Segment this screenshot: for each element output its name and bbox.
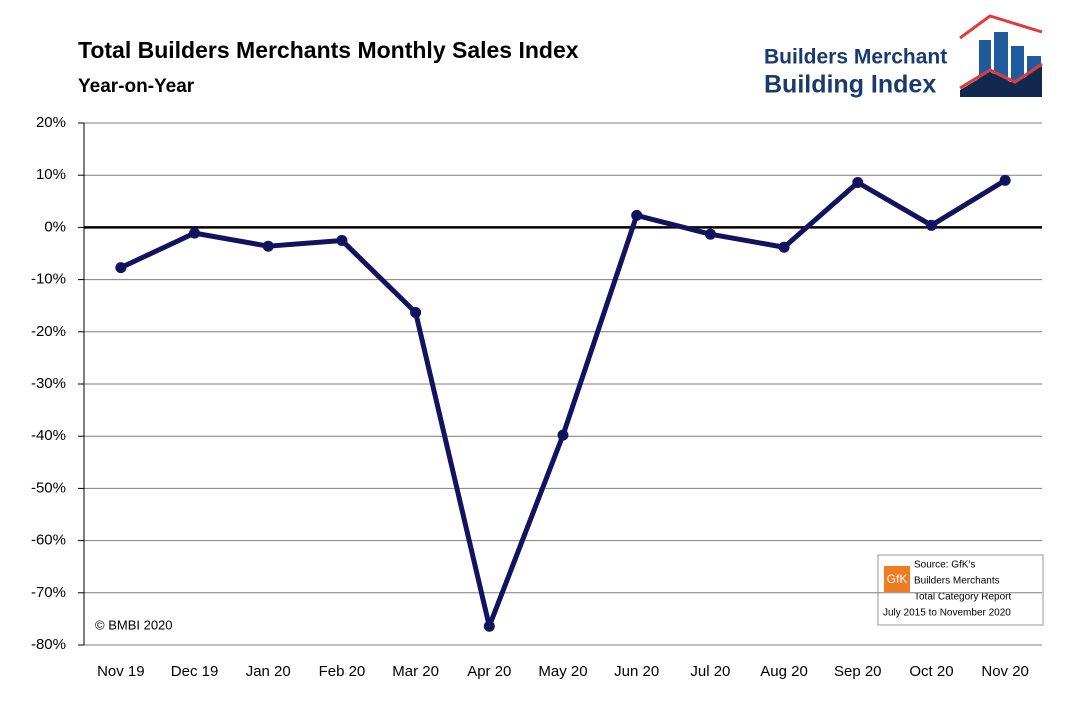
gfk-text: GfK: [887, 572, 908, 586]
source-text: Total Category Report: [914, 592, 1011, 603]
marker: [262, 240, 274, 252]
y-tick-label: -40%: [31, 427, 66, 444]
x-tick-label: Sep 20: [834, 663, 882, 680]
x-tick-label: Dec 19: [171, 663, 219, 680]
logo-text: Building Index: [764, 71, 936, 99]
x-tick-label: Jul 20: [690, 663, 730, 680]
y-tick-label: -10%: [31, 271, 66, 288]
x-tick-label: Jan 20: [246, 663, 291, 680]
x-tick-label: May 20: [538, 663, 587, 680]
source-box: GfK Source: GfK's Builders Merchants Tot…: [877, 554, 1044, 626]
x-tick-label: Nov 19: [97, 663, 145, 680]
x-tick-label: Mar 20: [392, 663, 439, 680]
y-tick-label: 0%: [44, 218, 66, 235]
marker: [483, 620, 495, 632]
chart-title: Total Builders Merchants Monthly Sales I…: [78, 37, 579, 63]
marker: [852, 177, 864, 189]
marker: [410, 306, 422, 318]
y-tick-label: -50%: [31, 479, 66, 496]
chart-subtitle: Year-on-Year: [78, 76, 195, 97]
y-tick-label: -80%: [31, 636, 66, 653]
logo-area: [960, 66, 1042, 97]
marker: [631, 209, 643, 221]
y-tick-label: -70%: [31, 584, 66, 601]
x-tick-label: Oct 20: [909, 663, 953, 680]
copyright: © BMBI 2020: [95, 617, 173, 632]
logo-roof: [959, 14, 1043, 40]
marker: [704, 228, 716, 240]
source-text: Source: GfK's: [914, 560, 975, 571]
x-tick-label: Jun 20: [614, 663, 659, 680]
y-tick-label: 10%: [36, 166, 66, 183]
x-tick-label: Nov 20: [981, 663, 1029, 680]
source-text: Builders Merchants: [914, 576, 1000, 587]
x-tick-label: Aug 20: [760, 663, 808, 680]
y-tick-label: -60%: [31, 532, 66, 549]
source-text: July 2015 to November 2020: [883, 608, 1011, 619]
marker: [557, 429, 569, 441]
marker: [115, 262, 127, 274]
marker: [189, 227, 201, 239]
x-tick-label: Feb 20: [319, 663, 366, 680]
gfk-logo: [884, 566, 910, 592]
x-tick-label: Apr 20: [467, 663, 511, 680]
marker: [778, 241, 790, 253]
logo-line: [959, 62, 1043, 90]
marker: [925, 219, 937, 231]
logo-text: Builders Merchant: [764, 46, 947, 69]
logo: Builders Merchant Building Index: [764, 14, 1043, 99]
y-tick-label: -20%: [31, 323, 66, 340]
marker: [336, 234, 348, 246]
y-tick-label: 20%: [36, 114, 66, 131]
y-tick-label: -30%: [31, 375, 66, 392]
marker: [999, 174, 1011, 186]
